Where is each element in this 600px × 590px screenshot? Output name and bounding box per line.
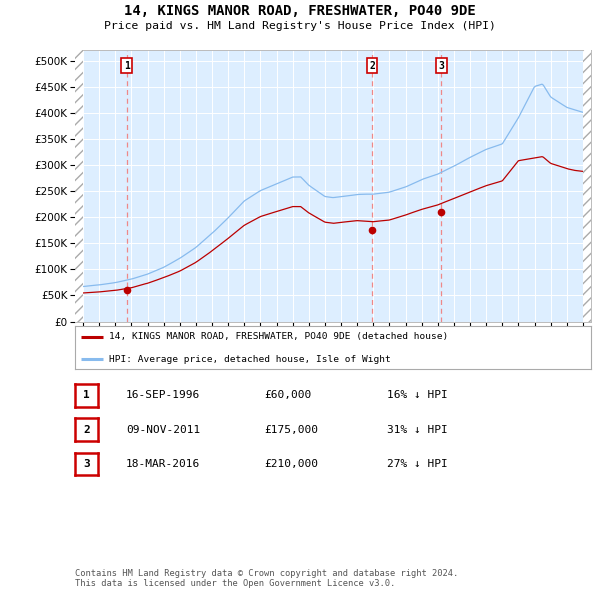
Text: 31% ↓ HPI: 31% ↓ HPI [387, 425, 448, 434]
Text: 09-NOV-2011: 09-NOV-2011 [126, 425, 200, 434]
Text: HPI: Average price, detached house, Isle of Wight: HPI: Average price, detached house, Isle… [109, 355, 390, 364]
Text: 2: 2 [83, 425, 90, 434]
Text: Price paid vs. HM Land Registry's House Price Index (HPI): Price paid vs. HM Land Registry's House … [104, 21, 496, 31]
Text: 18-MAR-2016: 18-MAR-2016 [126, 459, 200, 468]
Text: 16-SEP-1996: 16-SEP-1996 [126, 391, 200, 400]
Text: 14, KINGS MANOR ROAD, FRESHWATER, PO40 9DE (detached house): 14, KINGS MANOR ROAD, FRESHWATER, PO40 9… [109, 332, 448, 342]
Text: 16% ↓ HPI: 16% ↓ HPI [387, 391, 448, 400]
Text: £210,000: £210,000 [264, 459, 318, 468]
Text: 3: 3 [438, 61, 444, 71]
Text: £60,000: £60,000 [264, 391, 311, 400]
Text: 1: 1 [124, 61, 130, 71]
Text: 27% ↓ HPI: 27% ↓ HPI [387, 459, 448, 468]
Text: Contains HM Land Registry data © Crown copyright and database right 2024.
This d: Contains HM Land Registry data © Crown c… [75, 569, 458, 588]
Text: 3: 3 [83, 459, 90, 468]
Text: 14, KINGS MANOR ROAD, FRESHWATER, PO40 9DE: 14, KINGS MANOR ROAD, FRESHWATER, PO40 9… [124, 4, 476, 18]
Text: £175,000: £175,000 [264, 425, 318, 434]
Text: 2: 2 [369, 61, 375, 71]
Text: 1: 1 [83, 391, 90, 400]
